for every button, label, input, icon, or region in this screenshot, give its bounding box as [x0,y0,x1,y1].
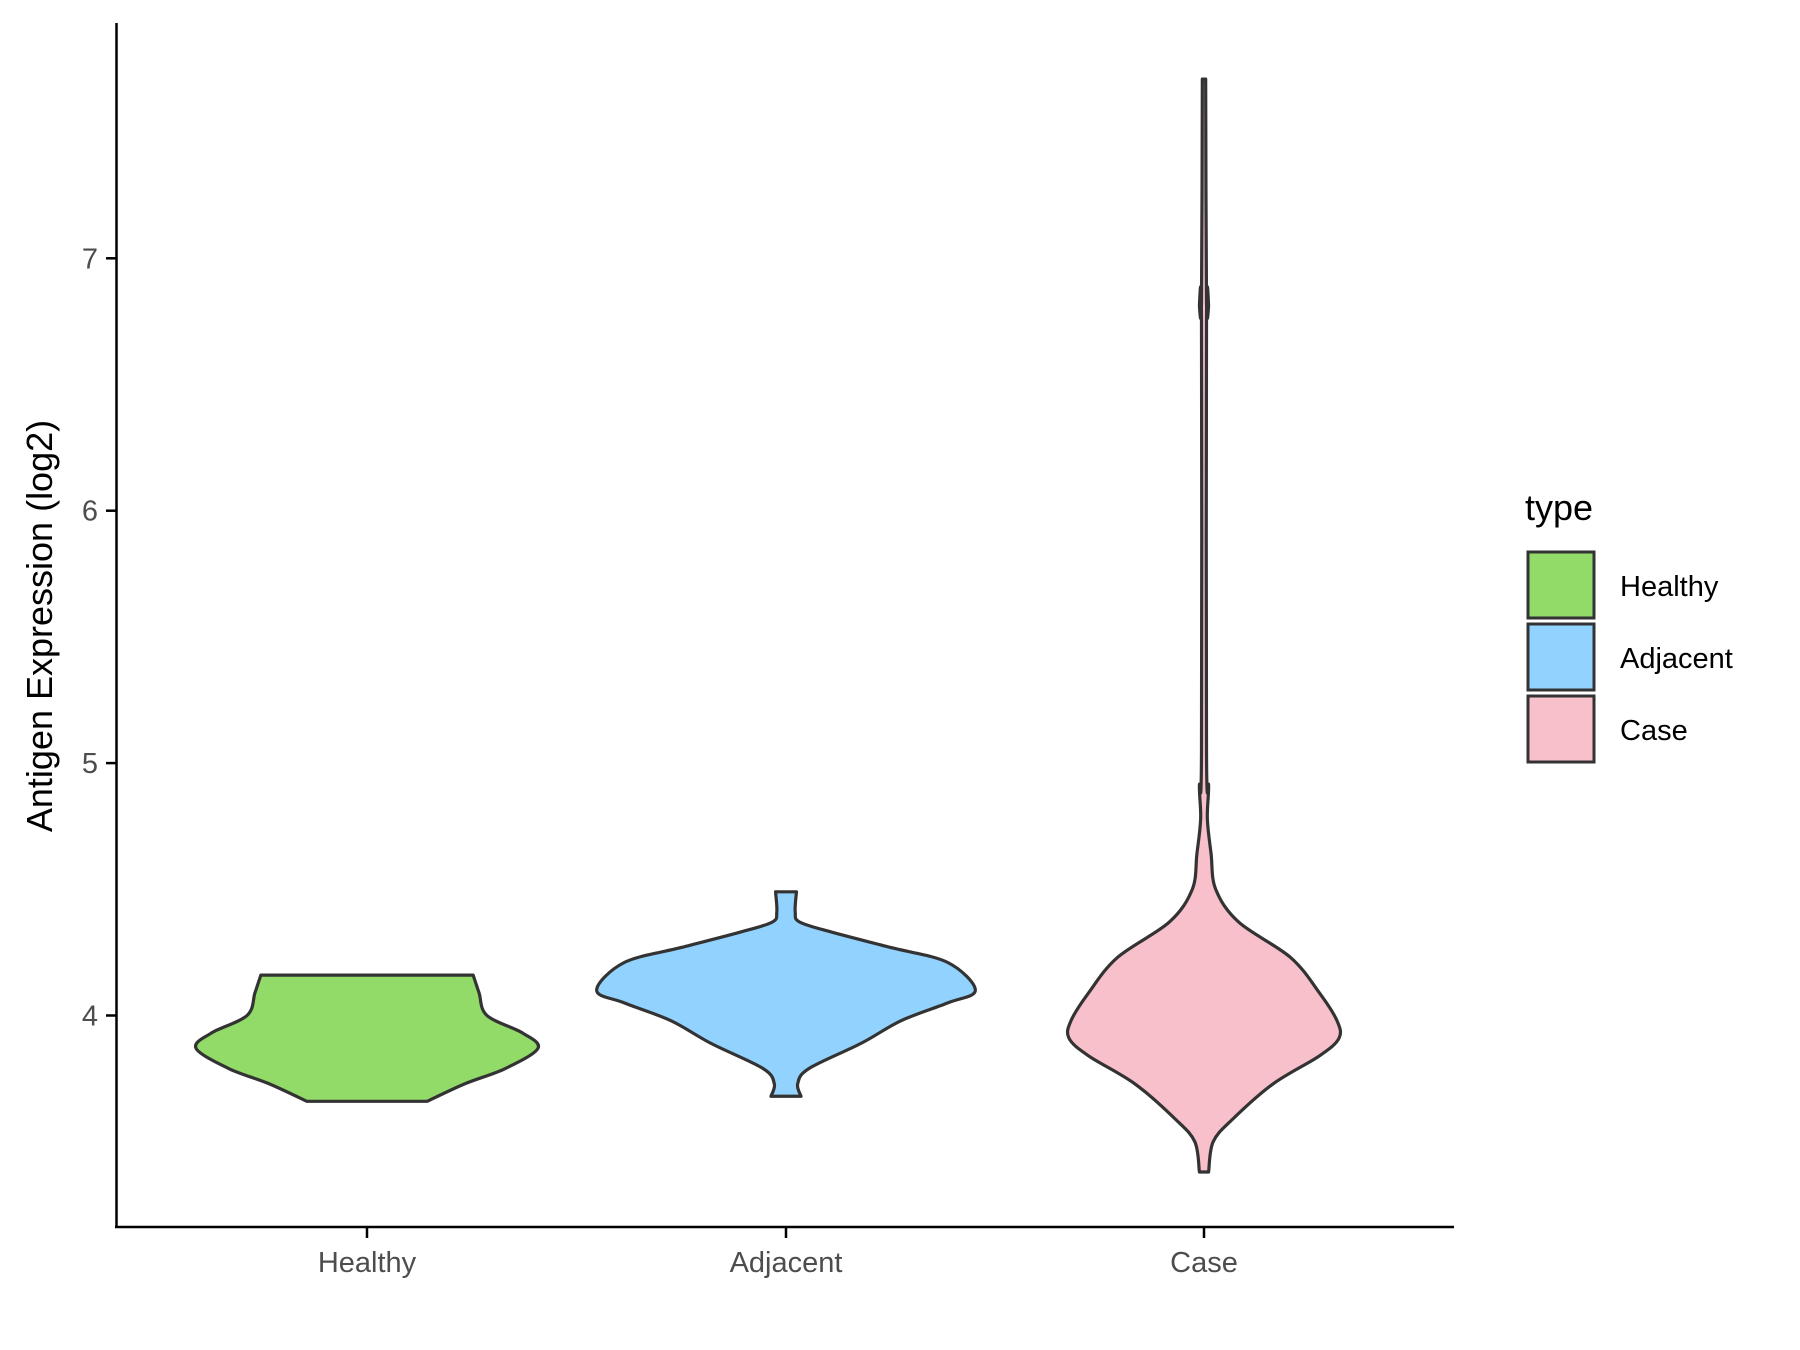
legend-label: Case [1620,715,1688,747]
violins [193,77,1343,1174]
y-tick-label: 5 [82,748,98,780]
y-axis-title: Antigen Expression (log2) [19,420,60,832]
y-tick-label: 7 [82,243,98,275]
violin-adjacent [595,890,977,1098]
x-tick-label: Healthy [318,1247,417,1279]
legend-title: type [1525,487,1593,528]
violin-healthy [193,973,541,1103]
y-tick-label: 4 [82,1001,98,1033]
y-ticks: 4 5 6 7 [82,243,117,1033]
violin-case [1065,77,1343,1174]
legend-label: Healthy [1620,571,1719,603]
y-tick-label: 6 [82,496,98,528]
legend-key-case [1526,694,1596,764]
legend-key-healthy [1526,550,1596,620]
legend: type Healthy Adjacent Case [1525,487,1733,764]
x-tick-label: Case [1170,1247,1238,1279]
legend-key-adjacent [1526,622,1596,692]
x-tick-label: Adjacent [730,1247,843,1279]
x-ticks: Healthy Adjacent Case [318,1227,1238,1279]
legend-label: Adjacent [1620,643,1733,675]
